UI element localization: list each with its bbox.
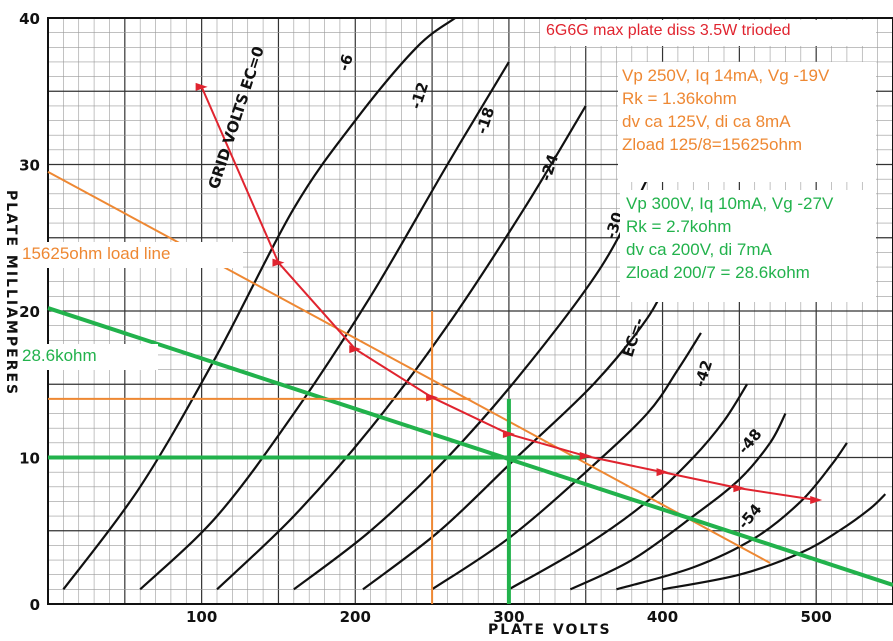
curve-label-24: -24 bbox=[537, 152, 562, 183]
green-load-line-label-text: 28.6kohm bbox=[22, 346, 97, 365]
dissipation-point-6 bbox=[656, 468, 669, 477]
x-tick-label: 200 bbox=[340, 608, 371, 626]
y-tick-label: 20 bbox=[19, 303, 40, 321]
curve-label-36: EC=- bbox=[619, 316, 648, 360]
x-tick-label: 300 bbox=[493, 608, 524, 626]
load-line-0 bbox=[47, 170, 771, 564]
grid-curve-0 bbox=[62, 17, 456, 591]
green-note-line: Vp 300V, Iq 10mA, Vg -27V bbox=[626, 194, 834, 213]
green-operating-point-box: Vp 300V, Iq 10mA, Vg -27V Rk = 2.7kohm d… bbox=[620, 190, 876, 302]
grid-curve-6 bbox=[508, 383, 748, 591]
grid-curve-5 bbox=[431, 332, 702, 591]
green-note-line: dv ca 200V, di 7mA bbox=[626, 240, 772, 259]
dissipation-point-5 bbox=[579, 452, 592, 461]
x-tick-label: 400 bbox=[647, 608, 678, 626]
y-axis-label: PLATE MILLIAMPERES bbox=[3, 190, 19, 396]
curve-label-6: -6 bbox=[335, 52, 357, 73]
dissipation-point-4 bbox=[502, 430, 515, 439]
orange-note-line: Vp 250V, Iq 14mA, Vg -19V bbox=[622, 66, 830, 85]
grid-curve-4 bbox=[362, 273, 672, 591]
load-line-1 bbox=[47, 306, 893, 587]
axis-ticks: 100 200 300 400 500 0 10 20 30 40 bbox=[19, 10, 832, 626]
grid-curve-9 bbox=[662, 493, 887, 591]
green-load-line-label: 28.6kohm bbox=[18, 344, 158, 370]
orange-note-line: Zload 125/8=15625ohm bbox=[622, 135, 803, 154]
grid-curve-7 bbox=[569, 413, 787, 591]
dissipation-point-2 bbox=[349, 345, 362, 354]
orange-note-line: Rk = 1.36kohm bbox=[622, 89, 737, 108]
orange-load-line-label-text: 15625ohm load line bbox=[22, 244, 171, 263]
orange-operating-point-box: Vp 250V, Iq 14mA, Vg -19V Rk = 1.36kohm … bbox=[618, 62, 876, 182]
dissipation-point-8 bbox=[810, 495, 823, 504]
y-tick-label: 30 bbox=[19, 157, 40, 175]
chart-title: 6G6G max plate diss 3.5W trioded bbox=[546, 22, 791, 39]
grid-curve-2 bbox=[216, 105, 587, 591]
y-tick-label: 10 bbox=[19, 450, 40, 468]
x-axis-label: PLATE VOLTS bbox=[488, 622, 612, 638]
grid-curve-1 bbox=[139, 61, 510, 591]
dissipation-point-7 bbox=[733, 484, 746, 493]
y-tick-label: 0 bbox=[30, 596, 40, 614]
green-note-line: Rk = 2.7kohm bbox=[626, 217, 732, 236]
orange-load-line-label: 15625ohm load line bbox=[18, 242, 243, 268]
curve-label-12: -12 bbox=[407, 80, 432, 111]
plot-frame bbox=[47, 17, 893, 605]
dissipation-point-1 bbox=[272, 258, 285, 267]
chart-title-box: 6G6G max plate diss 3.5W trioded bbox=[540, 20, 876, 46]
y-tick-label: 40 bbox=[19, 10, 40, 28]
x-tick-label: 500 bbox=[801, 608, 832, 626]
dissipation-point-3 bbox=[426, 393, 439, 402]
grid-curve-8 bbox=[616, 442, 848, 591]
green-note-line: Zload 200/7 = 28.6kohm bbox=[626, 263, 810, 282]
dissipation-point-0 bbox=[195, 82, 208, 91]
orange-note-line: dv ca 125V, di ca 8mA bbox=[622, 112, 791, 131]
curve-label-18: -18 bbox=[473, 105, 498, 136]
load-line-overlay bbox=[47, 82, 893, 604]
x-tick-label: 100 bbox=[186, 608, 217, 626]
